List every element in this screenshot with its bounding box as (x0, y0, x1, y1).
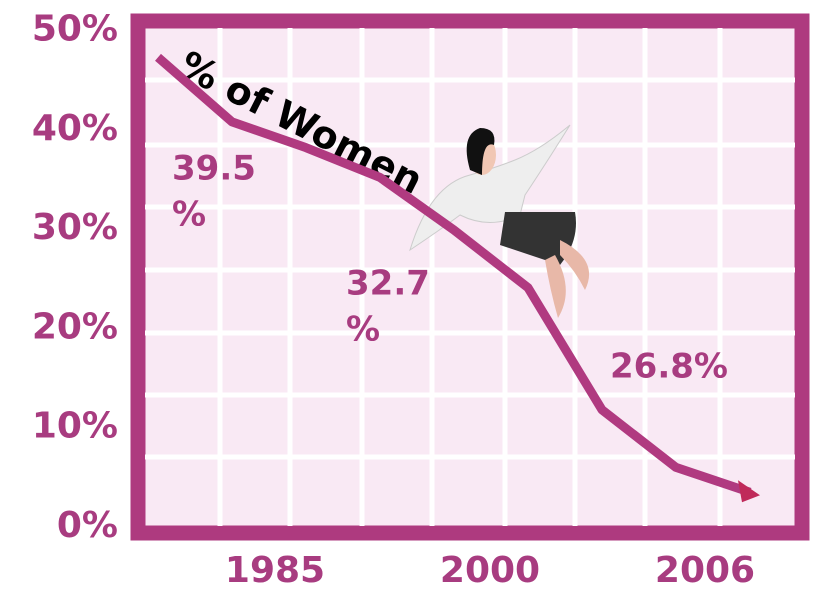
annotation: 39.5 (172, 149, 256, 189)
x-axis-label: 1985 (225, 550, 325, 591)
y-tick-label: 50% (32, 9, 118, 50)
y-tick-label: 0% (57, 505, 118, 546)
annotation: % (172, 195, 206, 235)
y-tick-label: 10% (32, 406, 118, 447)
y-tick-label: 30% (32, 207, 118, 248)
x-axis-label: 2000 (440, 550, 540, 591)
y-tick-label: 40% (32, 108, 118, 149)
x-axis-label: 2006 (655, 550, 755, 591)
chart: % of Women 0%10%20%30%40%50%198520002006… (0, 0, 817, 591)
annotation: % (346, 310, 380, 350)
annotation: 32.7 (346, 264, 430, 304)
annotation: 26.8% (610, 347, 728, 387)
y-tick-label: 20% (32, 306, 118, 347)
